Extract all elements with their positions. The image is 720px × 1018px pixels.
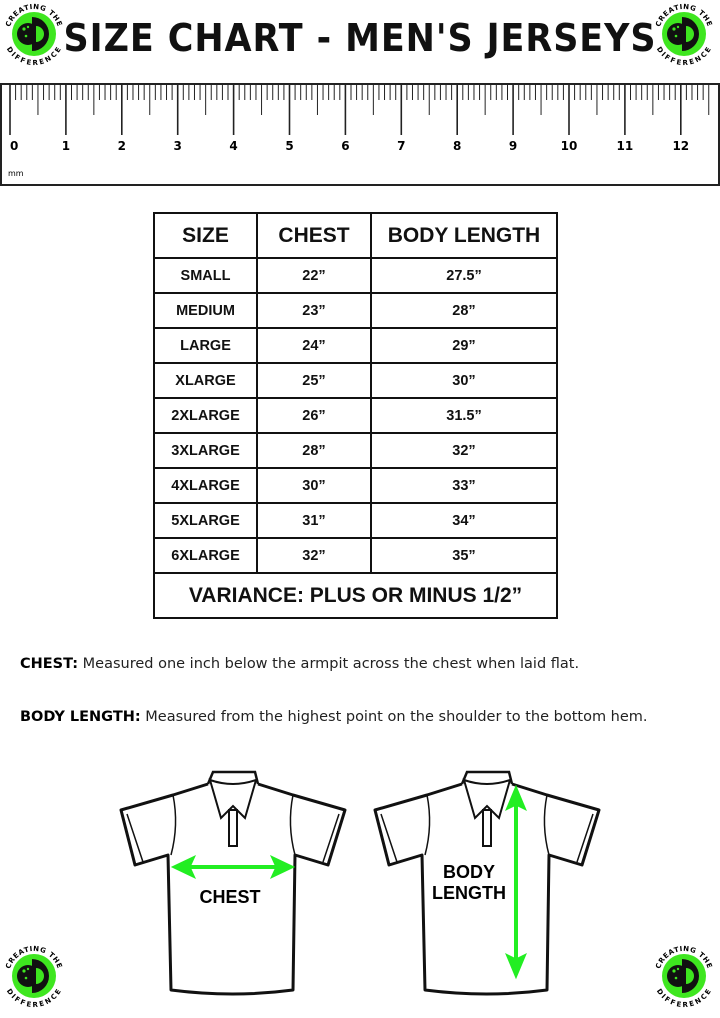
cell-chest: 30” [256, 467, 372, 504]
note-term: CHEST: [20, 656, 79, 672]
size-table: SIZE CHEST BODY LENGTH SMALL 22” 27.5” MEDI… [153, 212, 558, 619]
header-size: SIZE [153, 212, 258, 259]
body-length-arrow [505, 784, 527, 980]
cell-size: XLARGE [153, 362, 258, 399]
cell-chest: 26” [256, 397, 372, 434]
table-row: 6XLARGE 32” 35” [153, 537, 558, 574]
cell-chest: 32” [256, 537, 372, 574]
jersey-diagrams: CHEST BODY LENGTH [119, 770, 601, 996]
header-body-length: BODY LENGTH [370, 212, 558, 259]
cell-size: 5XLARGE [153, 502, 258, 539]
ruler-label: 1 [62, 139, 70, 153]
cell-chest: 31” [256, 502, 372, 539]
table-row: MEDIUM 23” 28” [153, 292, 558, 329]
ruler-unit: mm [8, 169, 24, 178]
chest-jersey: CHEST [119, 770, 347, 996]
cell-body-length: 33” [370, 467, 558, 504]
ruler-label: 12 [672, 139, 689, 153]
ruler-label: 3 [174, 139, 182, 153]
ruler-label: 9 [509, 139, 517, 153]
ruler-label: 0 [10, 139, 18, 153]
body-length-note: BODY LENGTH: Measured from the highest p… [20, 709, 648, 725]
cell-body-length: 28” [370, 292, 558, 329]
cell-body-length: 31.5” [370, 397, 558, 434]
ruler-label: 11 [617, 139, 634, 153]
body-length-jersey: BODY LENGTH [373, 770, 601, 996]
table-header-row: SIZE CHEST BODY LENGTH [153, 212, 558, 259]
table-row: 4XLARGE 30” 33” [153, 467, 558, 504]
table-row: SMALL 22” 27.5” [153, 257, 558, 294]
header-chest: CHEST [256, 212, 372, 259]
ruler: 0 1 2 3 4 5 6 7 8 9 10 11 12 mm [0, 83, 720, 186]
ruler-label: 4 [229, 139, 237, 153]
variance-row: VARIANCE: PLUS OR MINUS 1/2” [153, 572, 558, 619]
logo-bottom-right: CREATING THE DIFFERENCE [652, 944, 716, 1009]
cell-body-length: 29” [370, 327, 558, 364]
cell-size: LARGE [153, 327, 258, 364]
note-text: Measured one inch below the armpit acros… [78, 656, 580, 672]
ruler-label: 5 [285, 139, 293, 153]
note-term: BODY LENGTH: [20, 709, 141, 725]
chest-label: CHEST [199, 887, 260, 907]
cell-chest: 25” [256, 362, 372, 399]
variance-text: VARIANCE: PLUS OR MINUS 1/2” [153, 572, 558, 619]
cell-size: 6XLARGE [153, 537, 258, 574]
note-text: Measured from the highest point on the s… [140, 709, 648, 725]
logo-bottom-left: CREATING THE DIFFERENCE [2, 944, 66, 1009]
cell-body-length: 34” [370, 502, 558, 539]
logo-top-right: CREATING THE DIFFERENCE [652, 2, 716, 67]
body-label-line2: LENGTH [432, 883, 506, 903]
ruler-label: 6 [341, 139, 349, 153]
ruler-label: 2 [118, 139, 126, 153]
cell-size: 4XLARGE [153, 467, 258, 504]
table-row: 3XLARGE 28” 32” [153, 432, 558, 469]
logo-top-left: CREATING THE DIFFERENCE [2, 2, 66, 67]
chest-arrow [170, 854, 296, 880]
table-row: 2XLARGE 26” 31.5” [153, 397, 558, 434]
cell-size: 2XLARGE [153, 397, 258, 434]
body-label-line1: BODY [443, 862, 495, 882]
cell-chest: 22” [256, 257, 372, 294]
cell-size: 3XLARGE [153, 432, 258, 469]
cell-body-length: 27.5” [370, 257, 558, 294]
cell-size: MEDIUM [153, 292, 258, 329]
ruler-label: 7 [397, 139, 405, 153]
cell-size: SMALL [153, 257, 258, 294]
table-row: LARGE 24” 29” [153, 327, 558, 364]
cell-body-length: 30” [370, 362, 558, 399]
cell-chest: 24” [256, 327, 372, 364]
table-row: 5XLARGE 31” 34” [153, 502, 558, 539]
cell-chest: 28” [256, 432, 372, 469]
page-title: SIZE CHART - MEN'S JERSEYS [63, 16, 657, 60]
table-row: XLARGE 25” 30” [153, 362, 558, 399]
cell-chest: 23” [256, 292, 372, 329]
ruler-label: 8 [453, 139, 461, 153]
ruler-label: 10 [561, 139, 578, 153]
chest-note: CHEST: Measured one inch below the armpi… [20, 656, 579, 672]
cell-body-length: 32” [370, 432, 558, 469]
cell-body-length: 35” [370, 537, 558, 574]
